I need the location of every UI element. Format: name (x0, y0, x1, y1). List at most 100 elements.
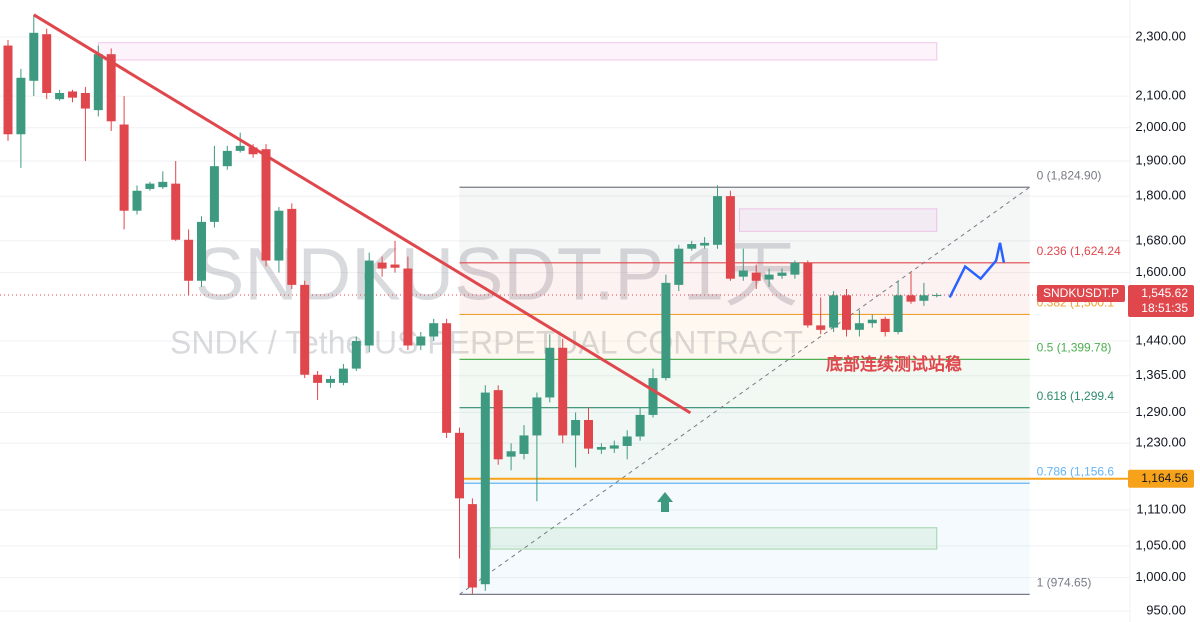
price-line-tag (1128, 469, 1194, 488)
candle-body (635, 414, 645, 437)
candle-body (68, 91, 77, 98)
y-tick-label: 1,600.00 (1135, 264, 1186, 279)
projection-path (948, 242, 1006, 298)
candle-body (532, 397, 542, 436)
y-tick-label: 950.00 (1146, 602, 1186, 617)
candle-body (906, 295, 916, 302)
candle-body (3, 45, 13, 135)
zone (489, 527, 938, 550)
y-tick-label: 1,000.00 (1135, 569, 1186, 584)
fib-band (459, 407, 1030, 484)
zone (738, 208, 938, 232)
candle-body (222, 150, 232, 167)
fib-label: 0.236 (1,624.24 (1037, 244, 1121, 258)
candle-body (803, 262, 813, 326)
fib-band (459, 314, 1030, 360)
watermark-subtitle: SNDK / TetherUS PERPETUAL CONTRACT (170, 324, 803, 360)
candle-body (596, 447, 606, 450)
candle-body (609, 445, 619, 449)
candle-body (326, 379, 335, 383)
candle-body (777, 272, 787, 276)
candle-body (171, 183, 181, 240)
candle-body (197, 221, 206, 281)
y-tick-label: 2,300.00 (1135, 28, 1186, 43)
candle-body (351, 340, 361, 369)
candle-body (751, 272, 761, 281)
candle-body (867, 319, 877, 324)
candle-body (880, 318, 890, 333)
candle-body (403, 268, 413, 346)
candle-body (790, 262, 800, 275)
candle-body (377, 262, 387, 269)
candle-body (261, 149, 271, 261)
candle-body (300, 284, 310, 375)
candle-body (442, 323, 452, 433)
candle-body (209, 166, 219, 222)
price-line-label: 1,164.56 (1141, 471, 1188, 485)
candle-body (622, 436, 632, 446)
y-tick-label: 1,365.00 (1135, 367, 1186, 382)
candle-body (764, 274, 774, 280)
symbol-tag-label: SNDKUSDT.P (1043, 286, 1119, 300)
candle-body (248, 147, 258, 155)
candle-body (480, 392, 490, 585)
candle-body (16, 77, 26, 135)
candle-body (132, 190, 142, 211)
candle-body (545, 347, 555, 398)
candle-body (493, 390, 503, 460)
y-tick-label: 1,680.00 (1135, 232, 1186, 247)
candle-body (338, 368, 348, 383)
candle-body (106, 54, 116, 122)
candle-body (506, 451, 516, 457)
candle-body (700, 242, 710, 246)
candle-body (829, 295, 839, 328)
annotation: 底部连续测试站稳 (826, 354, 962, 375)
candle-body (584, 419, 593, 449)
y-tick-label: 1,230.00 (1135, 435, 1186, 450)
candle-body (158, 181, 168, 188)
candle-body (648, 378, 658, 415)
trendline (33, 13, 692, 415)
y-tick-label: 2,000.00 (1135, 119, 1186, 134)
candle-body (416, 336, 426, 346)
candle-body (519, 435, 529, 454)
fib-label: 0.5 (1,399.78) (1037, 341, 1112, 355)
candle-body (674, 248, 684, 285)
candle-body (287, 208, 297, 285)
candle-body (919, 295, 929, 301)
y-tick-label: 1,900.00 (1135, 152, 1186, 167)
candle-body (42, 34, 52, 93)
fib-label: 0.618 (1,299.4 (1037, 389, 1115, 403)
fib-label: 0 (1,824.90) (1037, 168, 1102, 182)
candle-body (893, 295, 903, 333)
candle-body (842, 295, 851, 330)
last-price-label: 1,545.62 (1141, 286, 1188, 300)
zone (97, 42, 938, 61)
symbol-tag (1037, 285, 1125, 303)
candle-body (816, 325, 826, 330)
candle-body (80, 92, 90, 109)
fib-band (459, 187, 1030, 263)
candle-body (455, 432, 464, 499)
candle-body (145, 183, 155, 189)
y-tick-label: 1,050.00 (1135, 537, 1186, 552)
candle-body (29, 32, 39, 81)
up-arrow (657, 492, 673, 512)
candle-body (467, 504, 477, 588)
candle-body (738, 270, 748, 277)
candle-body (119, 124, 129, 211)
last-price-tag (1128, 285, 1194, 318)
fib-band (459, 359, 1030, 408)
y-tick-label: 1,110.00 (1136, 501, 1186, 516)
candle-body (854, 323, 864, 330)
candle-body (687, 244, 697, 249)
candle-body (429, 323, 439, 337)
candle-body (558, 347, 568, 436)
y-tick-label: 1,440.00 (1135, 332, 1186, 347)
candle-body (725, 196, 735, 279)
y-tick-label: 1,290.00 (1135, 404, 1186, 419)
candle-body (93, 54, 103, 111)
countdown-label: 18:51:35 (1141, 301, 1188, 315)
